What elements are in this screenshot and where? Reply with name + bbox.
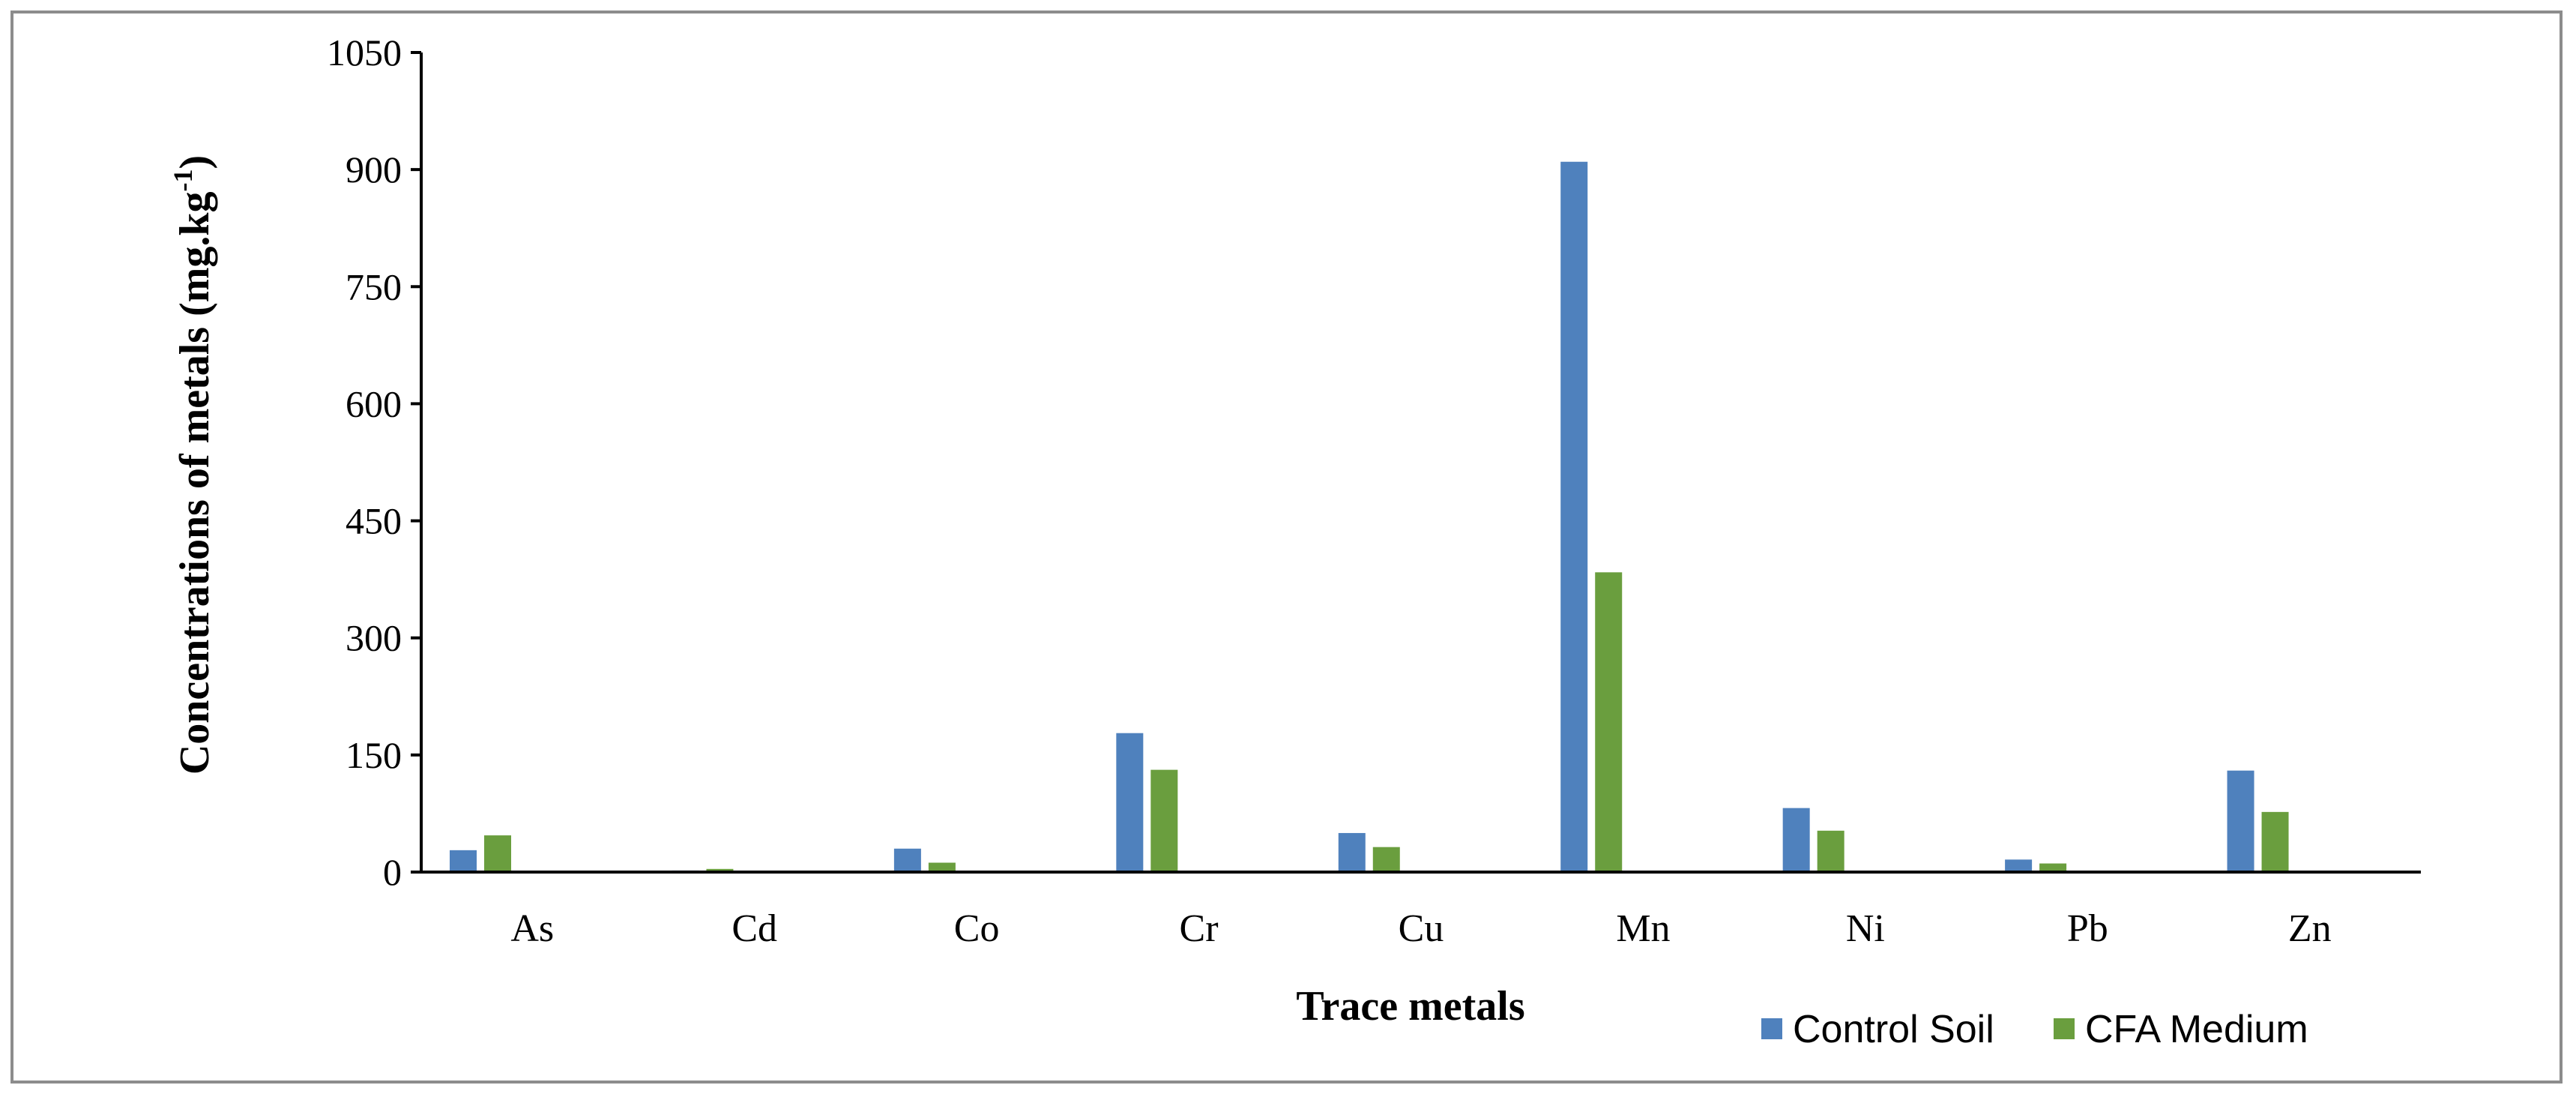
legend-swatch-cfa-medium: [2054, 1018, 2075, 1039]
bar-cfa-medium-cd: [706, 868, 734, 872]
y-tick-label: 150: [346, 734, 402, 776]
x-category-label-cd: Cd: [732, 907, 777, 950]
bar-control-soil-ni: [1782, 808, 1810, 872]
axes-group: [420, 52, 2421, 874]
bar-control-soil-cu: [1338, 832, 1366, 872]
bar-control-soil-co: [893, 848, 921, 872]
bar-cfa-medium-cr: [1150, 769, 1178, 872]
y-tick-label: 0: [383, 851, 402, 893]
x-category-label-pb: Pb: [2067, 907, 2108, 950]
y-axis-title-main: Concentrations of metals (mg.kg: [172, 191, 218, 775]
bar-control-soil-as: [450, 850, 477, 872]
y-axis-title: Concentrations of metals (mg.kg-1): [168, 155, 218, 775]
x-category-label-mn: Mn: [1616, 907, 1670, 950]
bar-control-soil-zn: [2227, 770, 2254, 872]
legend-label-control-soil: Control Soil: [1793, 1008, 1994, 1051]
bar-cfa-medium-mn: [1595, 572, 1623, 872]
x-category-label-zn: Zn: [2288, 907, 2332, 950]
y-axis-title-close: ): [172, 155, 218, 169]
bar-cfa-medium-as: [484, 835, 511, 872]
x-category-label-cu: Cu: [1399, 907, 1444, 950]
legend-label-cfa-medium: CFA Medium: [2085, 1008, 2308, 1051]
x-axis-title: Trace metals: [1296, 983, 1524, 1030]
y-tick-label: 600: [346, 382, 402, 424]
bar-cfa-medium-pb: [2039, 863, 2067, 872]
y-tick-label: 300: [346, 617, 402, 659]
x-category-label-co: Co: [954, 907, 1000, 950]
y-tick-label: 450: [346, 500, 402, 542]
bar-cfa-medium-cu: [1372, 847, 1400, 872]
y-tick-label: 1050: [327, 31, 402, 73]
bars-group: [450, 161, 2289, 872]
x-category-label-ni: Ni: [1846, 907, 1885, 950]
x-category-label-cr: Cr: [1180, 907, 1219, 950]
bar-cfa-medium-zn: [2261, 811, 2289, 872]
x-category-label-as: As: [510, 907, 554, 950]
bar-control-soil-cr: [1116, 733, 1144, 872]
legend: Control Soil CFA Medium: [1761, 1008, 2308, 1051]
chart-frame: [10, 10, 2563, 1084]
legend-swatch-control-soil: [1761, 1018, 1782, 1039]
y-axis-title-superscript: -1: [168, 169, 198, 191]
bar-control-soil-pb: [2005, 859, 2033, 872]
x-category-labels: As Cd Co Cr Cu Mn Ni Pb Zn: [510, 907, 2331, 950]
bar-cfa-medium-ni: [1817, 830, 1844, 872]
bar-control-soil-mn: [1560, 161, 1588, 872]
y-tick-label: 900: [346, 148, 402, 190]
y-tick-label: 750: [346, 265, 402, 307]
bar-cfa-medium-co: [928, 862, 956, 872]
y-tick-labels: 0 150 300 450 600 750 900 1050: [327, 31, 421, 893]
